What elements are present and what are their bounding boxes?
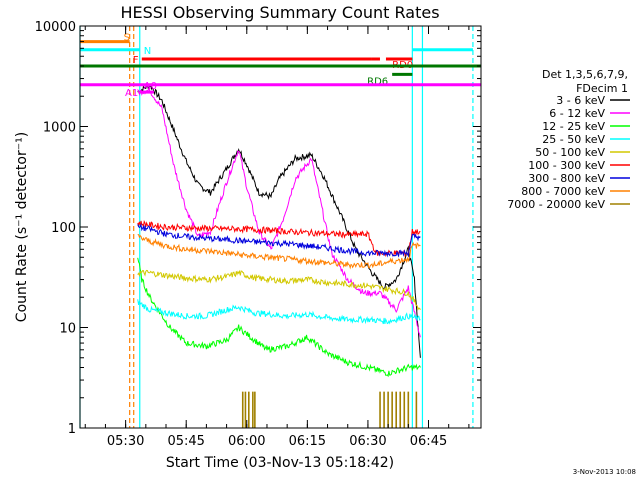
series-line-1	[137, 87, 421, 338]
legend-entry-label-0: 3 - 6 keV	[556, 94, 605, 107]
x-tick-label-5: 06:45	[410, 434, 447, 449]
series-line-4	[137, 269, 421, 311]
series-line-0	[137, 83, 421, 358]
legend-entry-label-1: 6 - 12 keV	[549, 107, 605, 120]
y-tick-label-4: 10000	[35, 20, 76, 35]
y-tick-label-2: 100	[51, 221, 76, 236]
status-bar-label-0: S	[124, 33, 130, 44]
legend-header-1: FDecim 1	[576, 82, 628, 95]
legend-entry-label-3: 25 - 50 keV	[542, 133, 605, 146]
y-tick-label-3: 1000	[43, 121, 76, 136]
y-axis-label: Count Rate (s⁻¹ detector⁻¹)	[14, 132, 30, 322]
series-line-7	[137, 234, 421, 270]
y-tick-label-1: 10	[59, 322, 76, 337]
legend-entry-label-5: 100 - 300 keV	[528, 159, 605, 172]
series-lines	[137, 83, 421, 428]
series-line-6	[137, 222, 421, 258]
status-bar-label-2: F	[133, 55, 139, 66]
x-tick-label-0: 05:30	[107, 434, 144, 449]
status-bar-label-6: A1	[125, 88, 138, 99]
legend-entry-label-4: 50 - 100 keV	[535, 146, 605, 159]
x-tick-label-3: 06:15	[289, 434, 326, 449]
x-tick-label-2: 06:00	[228, 434, 265, 449]
series-line-5	[137, 220, 421, 258]
series-line-2	[137, 257, 421, 378]
status-bars: SNFRD0RD6A1A0	[80, 33, 481, 99]
chart-title: HESSI Observing Summary Count Rates	[120, 3, 439, 22]
legend-entry-label-7: 800 - 7000 keV	[521, 185, 605, 198]
legend-entry-label-2: 12 - 25 keV	[542, 120, 605, 133]
series-line-3	[137, 299, 421, 325]
x-axis-label: Start Time (03-Nov-13 05:18:42)	[166, 455, 394, 471]
legend-header-0: Det 1,3,5,6,7,9,	[542, 68, 628, 81]
x-tick-label-1: 05:45	[167, 434, 204, 449]
legend-entry-label-6: 300 - 800 keV	[528, 172, 605, 185]
axes: 1 10 100 1000 10000 05:30 05:45 06:00 06:15 06:30…	[35, 20, 481, 449]
status-bar-label-1: N	[144, 46, 151, 57]
x-tick-label-4: 06:30	[349, 434, 386, 449]
y-tick-label-0: 1	[68, 422, 76, 437]
status-bar-label-4: RD6	[367, 76, 388, 87]
timestamp: 3-Nov-2013 10:08	[573, 468, 636, 476]
status-bar-label-7: A0	[144, 81, 157, 92]
legend-entry-label-8: 7000 - 20000 keV	[507, 198, 605, 211]
